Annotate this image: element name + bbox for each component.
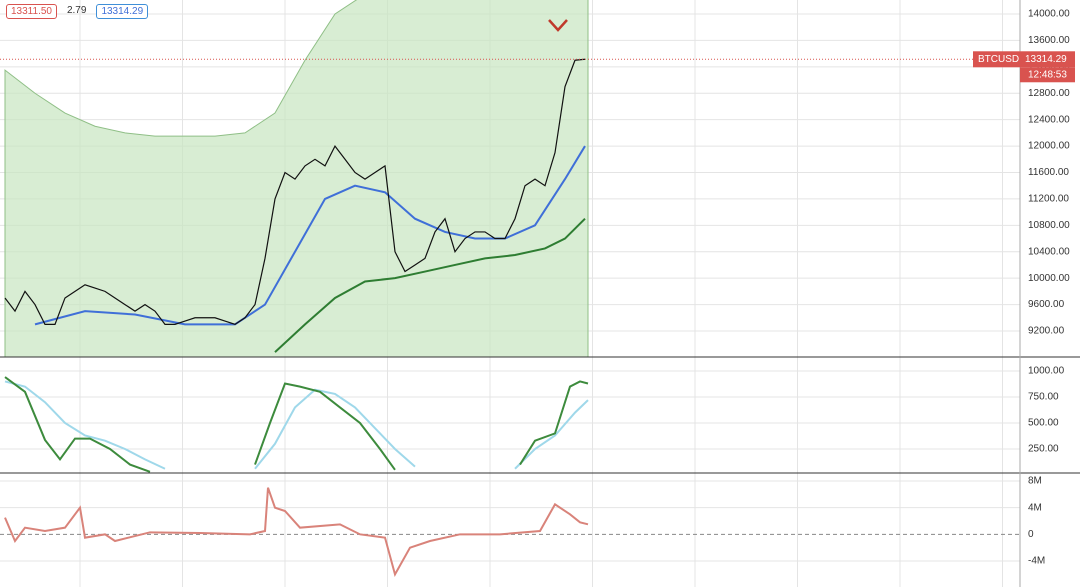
y-tick-label: 9600.00	[1028, 299, 1065, 310]
y-tick-label: 11600.00	[1028, 167, 1069, 178]
y-tick-label: 10000.00	[1028, 273, 1070, 284]
header-value: 13314.29	[96, 4, 149, 19]
y-tick-label: 0	[1028, 529, 1034, 540]
y-tick-label: 250.00	[1028, 444, 1059, 455]
y-tick-label: 12400.00	[1028, 114, 1070, 125]
symbol-label: BTCUSD	[978, 54, 1019, 65]
pane-marks	[4, 487, 589, 577]
countdown-label: 12:48:53	[1028, 69, 1067, 80]
series-line	[34, 145, 586, 326]
price-label: 13314.29	[1025, 54, 1067, 65]
y-tick-label: 500.00	[1028, 418, 1059, 429]
y-tick-label: 10400.00	[1028, 246, 1070, 257]
y-tick-label: 14000.00	[1028, 9, 1070, 20]
series-line	[254, 382, 396, 471]
y-tick-label: 1000.00	[1028, 366, 1065, 377]
countdown-badge	[1020, 67, 1075, 83]
series-line	[254, 388, 416, 470]
y-tick-label: 4M	[1028, 502, 1042, 513]
y-tick-label: 12800.00	[1028, 88, 1070, 99]
y-tick-label: 13600.00	[1028, 35, 1070, 46]
price-badge	[1020, 51, 1075, 68]
series-line	[4, 487, 589, 577]
y-tick-label: -4M	[1028, 556, 1045, 567]
pane-marks	[4, 376, 589, 473]
header-value: 2.79	[66, 5, 87, 16]
signal-chevron	[548, 19, 568, 32]
pane-marks	[4, 0, 589, 357]
y-tick-label: 12000.00	[1028, 141, 1070, 152]
header-value: 13311.50	[6, 4, 57, 19]
y-tick-label: 10800.00	[1028, 220, 1070, 231]
y-tick-label: 11200.00	[1028, 194, 1069, 205]
y-tick-label: 9200.00	[1028, 326, 1065, 337]
y-tick-label: 750.00	[1028, 392, 1059, 403]
series-line	[4, 376, 151, 473]
series-line	[274, 218, 586, 353]
series-line	[519, 380, 589, 466]
y-tick-label: 8M	[1028, 476, 1042, 487]
series-line	[4, 58, 586, 326]
series-line	[514, 399, 589, 470]
band-area	[4, 0, 589, 357]
symbol-badge	[973, 51, 1020, 68]
series-line	[4, 380, 166, 470]
